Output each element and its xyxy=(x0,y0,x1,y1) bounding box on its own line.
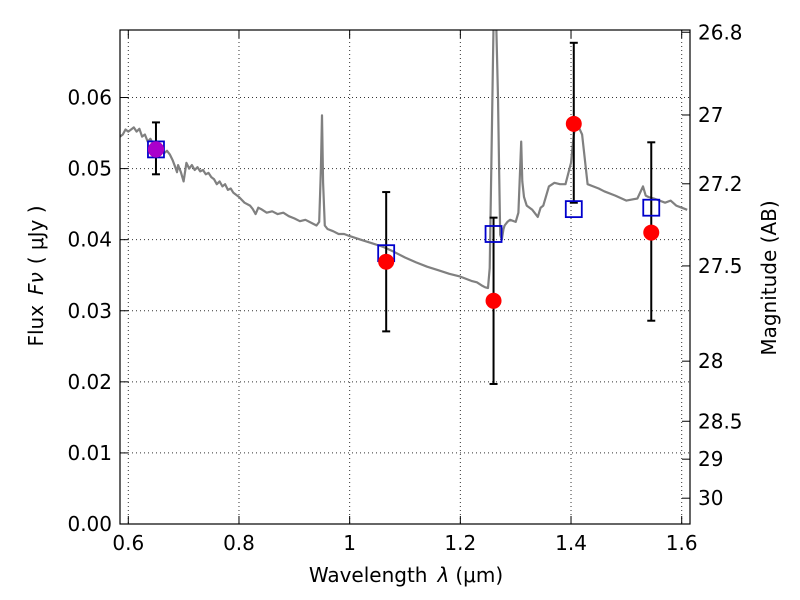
observed-point xyxy=(378,253,395,270)
y2-tick-label: 26.8 xyxy=(698,20,743,44)
model-square-marker xyxy=(642,198,661,217)
x-tick-label: 0.6 xyxy=(112,531,144,555)
model-square-marker xyxy=(484,225,503,243)
y-tick-label: 0.03 xyxy=(67,299,112,323)
y2-tick-label: 27.5 xyxy=(698,254,743,278)
y2-tick-label: 30 xyxy=(698,486,723,510)
series-layer xyxy=(120,30,688,385)
x-tick-label: 0.8 xyxy=(223,531,255,555)
y-tick-label: 0.06 xyxy=(67,86,112,110)
y-axis-label: Flux Fν ( μJy ) xyxy=(24,205,48,346)
model-square-marker xyxy=(564,200,583,219)
y-axis-label-unit: ( μJy ) xyxy=(24,205,48,264)
y-tick-label: 0.00 xyxy=(67,512,112,536)
x-axis-label: Wavelength λ (μm) xyxy=(309,563,503,587)
y-axis-label-symbol: Fν xyxy=(24,272,48,295)
x-axis-label-text: Wavelength xyxy=(309,563,428,587)
x-tick-label: 1.6 xyxy=(666,531,698,555)
observed-point xyxy=(565,115,582,132)
x-tick-label: 1 xyxy=(343,531,356,555)
y2-axis-label: Magnitude (AB) xyxy=(757,200,781,355)
tick-layer: 0.6 0.8 1 1.2 1.4 1.6 0.00 0.01 0.02 0.03 0.04 0.05… xyxy=(67,20,742,555)
observed-point xyxy=(643,224,660,241)
plot-frame xyxy=(119,29,691,525)
y-tick-label: 0.05 xyxy=(67,157,112,181)
y2-tick-label: 29 xyxy=(698,447,723,471)
x-axis-label-symbol: λ xyxy=(437,563,450,587)
x-tick-label: 1.4 xyxy=(555,531,587,555)
y2-tick-label: 27.2 xyxy=(698,172,743,196)
y-tick-label: 0.04 xyxy=(67,228,112,252)
observed-point xyxy=(485,292,502,309)
spectrum-line xyxy=(120,30,688,290)
x-axis-label-unit: (μm) xyxy=(455,563,503,587)
grid-layer xyxy=(120,30,690,524)
y2-tick-label: 28 xyxy=(698,349,723,373)
y2-tick-label: 27 xyxy=(698,103,723,127)
y2-tick-label: 28.5 xyxy=(698,409,743,433)
x-tick-label: 1.2 xyxy=(444,531,476,555)
y-tick-label: 0.02 xyxy=(67,370,112,394)
overlap-marker xyxy=(147,141,164,158)
y-axis-label-text: Flux xyxy=(24,305,48,347)
y-tick-label: 0.01 xyxy=(67,441,112,465)
